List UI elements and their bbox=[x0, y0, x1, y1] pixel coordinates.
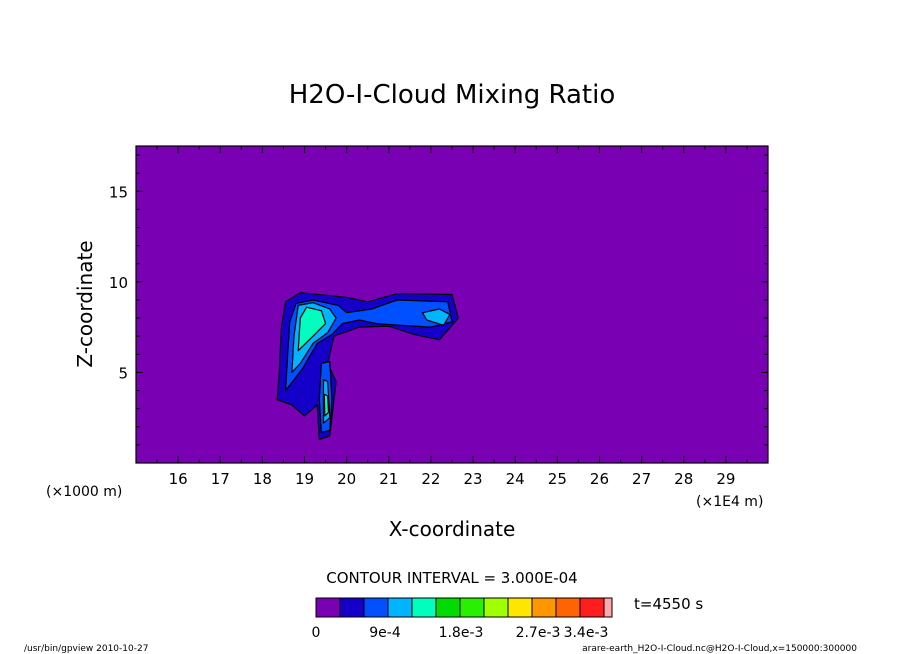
colorbar-swatch bbox=[483, 597, 509, 618]
footer-left: /usr/bin/gpview 2010-10-27 bbox=[24, 644, 148, 654]
axis-ticks bbox=[135, 146, 768, 463]
y-tick-label: 5 bbox=[118, 364, 128, 382]
chart-title: H2O-I-Cloud Mixing Ratio bbox=[289, 80, 616, 110]
x-tick-label: 28 bbox=[674, 470, 693, 488]
colorbar-swatch bbox=[363, 597, 389, 618]
x-tick-label: 25 bbox=[548, 470, 567, 488]
x-tick-label: 17 bbox=[211, 470, 230, 488]
y-tick-label: 15 bbox=[109, 183, 128, 201]
colorbar-swatch bbox=[459, 597, 485, 618]
x-unit-right: (×1E4 m) bbox=[696, 494, 763, 510]
colorbar-label: 2.7e-3 bbox=[516, 625, 561, 641]
colorbar-swatch bbox=[603, 597, 613, 618]
x-tick-label: 24 bbox=[506, 470, 525, 488]
colorbar-labels: 0 9e-4 1.8e-3 2.7e-3 3.4e-3 bbox=[312, 625, 609, 641]
x-tick-label: 21 bbox=[379, 470, 398, 488]
colorbar-swatch bbox=[435, 597, 461, 618]
y-axis-title: Z-coordinate bbox=[73, 240, 97, 367]
colorbar-swatch bbox=[387, 597, 413, 618]
x-tick-label: 27 bbox=[632, 470, 651, 488]
x-tick-label: 19 bbox=[295, 470, 314, 488]
colorbar-swatch bbox=[507, 597, 533, 618]
footer-right: arare-earth_H2O-I-Cloud.nc@H2O-I-Cloud,x… bbox=[582, 644, 857, 654]
colorbar-label: 1.8e-3 bbox=[439, 625, 484, 641]
colorbar-swatch bbox=[579, 597, 605, 618]
y-tick-label: 10 bbox=[109, 274, 128, 292]
x-tick-label: 22 bbox=[421, 470, 440, 488]
colorbar-swatch bbox=[555, 597, 581, 618]
colorbar-swatch bbox=[411, 597, 437, 618]
contour-interval-label: CONTOUR INTERVAL = 3.000E-04 bbox=[326, 569, 577, 587]
colorbar-label: 0 bbox=[312, 625, 321, 641]
x-tick-label: 20 bbox=[337, 470, 356, 488]
contour-region-6 bbox=[421, 308, 451, 326]
x-unit-left: (×1000 m) bbox=[46, 484, 122, 500]
colorbar-label: 3.4e-3 bbox=[564, 625, 609, 641]
x-tick-label: 16 bbox=[169, 470, 188, 488]
contour-region-7 bbox=[297, 306, 327, 352]
plot-area bbox=[135, 145, 769, 464]
time-label: t=4550 s bbox=[634, 595, 703, 613]
colorbar-label: 9e-4 bbox=[369, 625, 401, 641]
x-axis-title: X-coordinate bbox=[389, 517, 516, 541]
x-tick-label: 23 bbox=[464, 470, 483, 488]
colorbar-swatch bbox=[339, 597, 365, 618]
colorbar-swatch bbox=[315, 597, 341, 618]
colorbar-swatch bbox=[531, 597, 557, 618]
x-tick-label: 18 bbox=[253, 470, 272, 488]
x-tick-label: 29 bbox=[716, 470, 735, 488]
x-tick-label: 26 bbox=[590, 470, 609, 488]
contour-region-8 bbox=[323, 393, 330, 417]
colorbar bbox=[315, 597, 613, 618]
contour-regions bbox=[276, 292, 459, 441]
